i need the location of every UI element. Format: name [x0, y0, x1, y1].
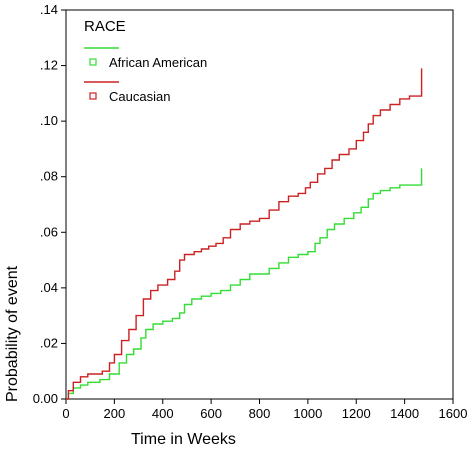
x-tick-label: 600 [200, 406, 222, 421]
x-tick-label: 1000 [293, 406, 322, 421]
legend-label-caucasian: Caucasian [109, 89, 170, 104]
y-tick-label: .08 [40, 169, 58, 184]
x-axis: 0 200 400 600 800 1000 1200 1400 1600 [62, 399, 467, 421]
x-tick-label: 1600 [439, 406, 468, 421]
x-tick-label: 400 [152, 406, 174, 421]
y-tick-label: .12 [40, 58, 58, 73]
y-tick-label: .06 [40, 224, 58, 239]
series-layer [66, 68, 423, 400]
legend: RACE African American Caucasian [84, 18, 207, 104]
x-axis-title: Time in Weeks [131, 431, 236, 448]
y-tick-label: 0.00 [33, 391, 58, 406]
y-axis-title: Probability of event [4, 265, 21, 402]
series-line-african-american [66, 168, 423, 400]
x-tick-label: 1200 [342, 406, 371, 421]
legend-marker-african-american [89, 58, 97, 66]
x-tick-label: 200 [104, 406, 126, 421]
legend-label-african-american: African American [109, 55, 207, 70]
y-axis: 0.00 .02 .04 .06 .08 .10 .12 .14 [33, 2, 66, 406]
legend-title: RACE [84, 18, 126, 35]
plot-area [65, 9, 454, 400]
plot-frame [65, 9, 454, 400]
x-tick-label: 800 [249, 406, 271, 421]
series-line-caucasian [66, 68, 423, 400]
y-tick-label: .04 [40, 280, 58, 295]
legend-marker-caucasian [89, 92, 97, 100]
y-tick-label: .14 [40, 2, 58, 17]
y-tick-label: .10 [40, 113, 58, 128]
x-tick-label: 0 [62, 406, 69, 421]
y-tick-label: .02 [40, 335, 58, 350]
x-tick-label: 1400 [390, 406, 419, 421]
